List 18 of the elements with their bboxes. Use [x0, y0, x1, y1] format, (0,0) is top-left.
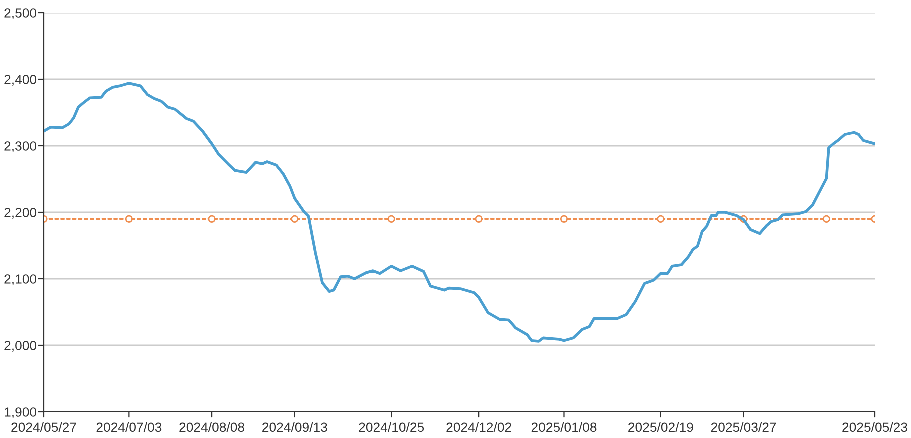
line-series [44, 82, 875, 343]
x-tick-label: 2025/02/19 [628, 422, 694, 432]
x-tick-label: 2025/05/23 [842, 422, 908, 432]
y-tick-label: 2,400 [4, 75, 37, 86]
x-tick-label: 2024/07/03 [96, 422, 162, 432]
x-tick-label: 2024/12/02 [446, 422, 512, 432]
x-tick-label: 2024/08/08 [180, 422, 244, 432]
y-tick-label: 2,100 [4, 274, 37, 286]
x-tick-label: 2024/09/13 [262, 422, 328, 432]
y-tick-label: 1,900 [5, 408, 37, 418]
y-tick-label: 2,200 [4, 208, 37, 219]
x-tick-label: 2025/01/08 [532, 422, 597, 432]
x-tick-label: 2024/05/27 [12, 422, 76, 432]
y-tick-label: 2,500 [4, 8, 37, 20]
x-tick-label: 2025/03/27 [711, 422, 776, 432]
y-tick-label: 2,300 [4, 142, 37, 152]
x-tick-label: 2024/10/25 [359, 422, 424, 432]
y-tick-label: 2,000 [4, 341, 37, 352]
